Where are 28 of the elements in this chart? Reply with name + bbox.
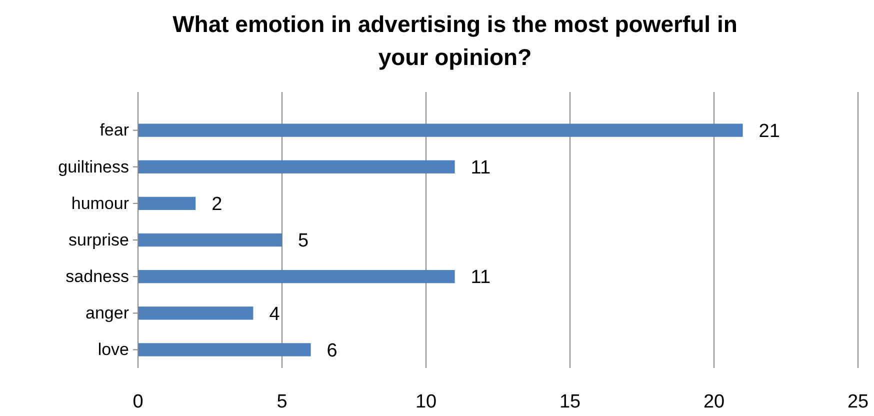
bar bbox=[138, 306, 254, 320]
y-tick-label: fear bbox=[100, 120, 130, 140]
y-tick-label: sadness bbox=[66, 267, 129, 286]
data-label: 2 bbox=[212, 194, 222, 216]
x-tick-label: 25 bbox=[847, 391, 869, 412]
chart-title: What emotion in advertising is the most powerful in your opinion? bbox=[172, 11, 738, 70]
x-tick-label: 10 bbox=[415, 391, 437, 412]
bar bbox=[138, 270, 455, 284]
y-tick-label: surprise bbox=[68, 230, 129, 250]
data-label: 4 bbox=[269, 304, 280, 325]
bar bbox=[138, 160, 455, 174]
x-tick-label: 0 bbox=[132, 391, 144, 412]
bar bbox=[138, 196, 196, 210]
data-label: 11 bbox=[470, 158, 491, 179]
x-tick-label: 20 bbox=[703, 391, 725, 412]
x-tick-label: 5 bbox=[276, 391, 288, 412]
y-tick-label: humour bbox=[71, 194, 130, 213]
bar bbox=[138, 233, 282, 247]
bar bbox=[138, 343, 311, 356]
data-label: 11 bbox=[470, 267, 491, 288]
x-tick-label: 15 bbox=[559, 391, 581, 412]
y-tick-label: guiltiness bbox=[58, 157, 129, 176]
data-label: 21 bbox=[758, 120, 780, 142]
y-tick-label: anger bbox=[86, 304, 130, 323]
y-tick-label: love bbox=[98, 340, 129, 360]
data-label: 6 bbox=[326, 340, 338, 362]
data-label: 5 bbox=[298, 230, 309, 252]
bar bbox=[138, 124, 743, 137]
